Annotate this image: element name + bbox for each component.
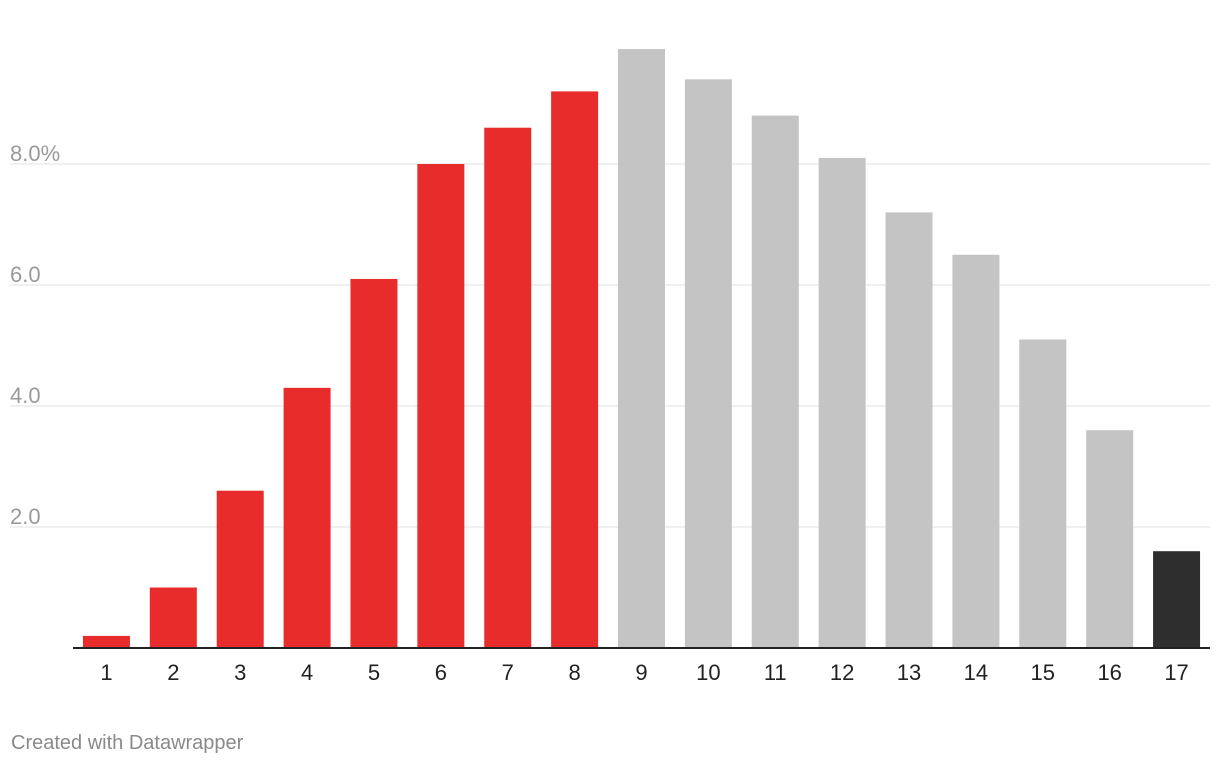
x-tick-label: 7 (502, 660, 514, 685)
x-tick-label: 13 (897, 660, 921, 685)
bar-2 (149, 587, 197, 648)
bar-7 (484, 127, 532, 648)
x-tick-label: 14 (964, 660, 988, 685)
bar-11 (751, 115, 799, 649)
bar-1 (82, 635, 130, 648)
bar-13 (885, 212, 933, 648)
y-tick-label: 6.0 (10, 262, 41, 287)
bar-3 (216, 490, 264, 648)
bars (82, 49, 1201, 649)
bar-16 (1086, 430, 1134, 648)
y-axis-tick-labels: 2.0 4.0 6.0 8.0% (10, 141, 60, 529)
x-tick-label: 4 (301, 660, 313, 685)
x-tick-label: 8 (568, 660, 580, 685)
x-tick-label: 1 (100, 660, 112, 685)
y-tick-label: 2.0 (10, 504, 41, 529)
bar-10 (684, 79, 732, 649)
y-tick-label: 8.0% (10, 141, 60, 166)
datawrapper-credit: Created with Datawrapper (11, 732, 244, 754)
bar-15 (1019, 339, 1067, 648)
x-tick-label: 16 (1097, 660, 1121, 685)
bar-17 (1153, 551, 1201, 648)
x-tick-label: 15 (1031, 660, 1055, 685)
bar-5 (350, 278, 398, 648)
x-tick-label: 3 (234, 660, 246, 685)
x-tick-label: 17 (1164, 660, 1188, 685)
bar-4 (283, 387, 331, 648)
x-tick-label: 9 (635, 660, 647, 685)
x-tick-label: 5 (368, 660, 380, 685)
x-axis-tick-labels: 1 2 3 4 5 6 7 8 9 10 11 12 13 14 15 16 17 (100, 660, 1188, 685)
bar-chart: 2.04.06.08.0% 1 2 3 4 5 6 7 8 9 10 11 12 13 14 15 16 17 (10, 49, 1210, 685)
gridlines (10, 163, 1210, 528)
x-tick-label: 2 (167, 660, 179, 685)
y-tick-label: 4.0 (10, 383, 41, 408)
x-tick-label: 10 (696, 660, 720, 685)
x-tick-label: 12 (830, 660, 854, 685)
bar-12 (818, 157, 866, 648)
bar-14 (952, 254, 1000, 648)
bar-8 (551, 91, 599, 648)
bar-9 (618, 49, 665, 649)
x-tick-label: 11 (764, 660, 787, 685)
bar-6 (417, 164, 465, 648)
x-tick-label: 6 (435, 660, 447, 685)
